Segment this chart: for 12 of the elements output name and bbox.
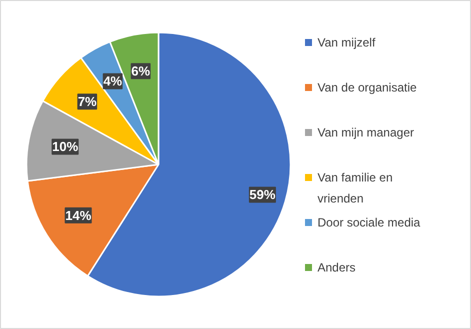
data-label: 14% [65,208,92,223]
legend-label: Door sociale media [318,216,421,230]
legend-label: Van de organisatie [318,80,418,94]
legend-label: Van mijzelf [318,36,376,50]
legend-label: Anders [318,260,356,274]
data-label: 7% [78,94,98,110]
data-label: 10% [52,139,79,154]
data-label: 4% [103,74,123,89]
data-label: 59% [249,187,276,202]
data-label: 6% [131,64,151,79]
legend-label: Van familie en vrienden [318,170,393,206]
legend-label: Van mijn manager [318,126,414,140]
